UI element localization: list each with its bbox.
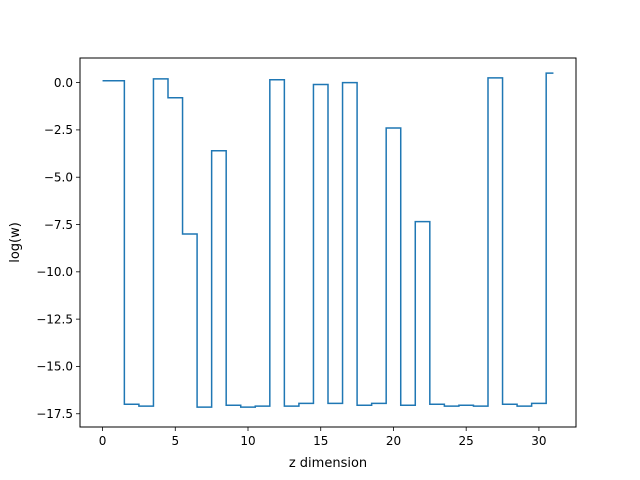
y-tick-label: −12.5	[36, 312, 73, 326]
plot-area	[102, 72, 554, 408]
axis-ticks: 0 5 10 15 20 25 30 0.0 −2.5 −5.0 −7.5 −10.0 −12.5 −15…	[36, 76, 546, 448]
x-tick-label: 20	[386, 434, 401, 448]
y-tick-label: −17.5	[36, 407, 73, 421]
y-tick-label: −5.0	[44, 171, 73, 185]
x-tick-label: 0	[99, 434, 107, 448]
y-axis-label: log(w)	[8, 222, 23, 263]
x-tick-label: 5	[171, 434, 179, 448]
x-tick-label: 15	[313, 434, 328, 448]
x-tick-label: 10	[240, 434, 255, 448]
x-tick-label: 25	[459, 434, 474, 448]
axes-frame	[79, 57, 577, 428]
y-tick-label: −10.0	[36, 265, 73, 279]
y-tick-label: 0.0	[54, 76, 73, 90]
y-tick-label: −15.0	[36, 360, 73, 374]
series-line-0	[102, 72, 554, 408]
y-tick-label: −2.5	[44, 123, 73, 137]
x-axis-label: z dimension	[289, 456, 367, 471]
y-tick-label: −7.5	[44, 218, 73, 232]
x-tick-label: 30	[531, 434, 546, 448]
